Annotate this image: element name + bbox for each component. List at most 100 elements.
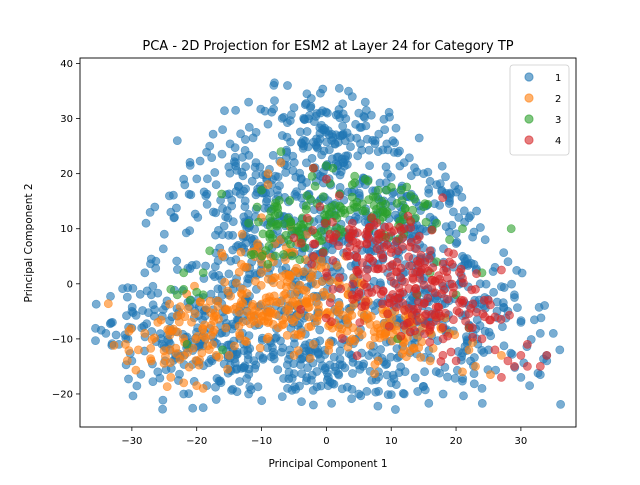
data-point-series-3	[244, 218, 253, 228]
data-point-series-4	[477, 334, 487, 344]
data-point-series-4	[437, 289, 446, 298]
data-point-series-1	[213, 225, 223, 235]
data-point-series-3	[286, 217, 296, 227]
y-tick-label: 30	[60, 114, 73, 125]
data-point-series-2	[205, 296, 215, 306]
data-point-series-4	[458, 273, 467, 283]
data-point-series-4	[496, 265, 506, 275]
data-point-series-1	[312, 134, 321, 144]
data-point-series-1	[302, 89, 312, 99]
data-point-series-4	[456, 264, 466, 274]
data-point-series-1	[288, 166, 298, 175]
data-point-series-4	[358, 258, 367, 268]
data-point-series-1	[555, 345, 565, 355]
data-point-series-4	[412, 235, 422, 245]
data-point-series-1	[232, 349, 242, 359]
data-point-series-4	[296, 238, 306, 248]
data-point-series-1	[352, 133, 362, 143]
data-point-series-3	[347, 192, 357, 202]
data-point-series-1	[370, 139, 380, 149]
legend-label: 2	[555, 94, 561, 105]
data-point-series-4	[408, 268, 418, 278]
data-point-series-1	[382, 370, 392, 380]
y-axis-label: Principal Component 2	[23, 183, 35, 302]
data-point-series-1	[388, 136, 398, 146]
x-tick-label: 0	[323, 436, 329, 447]
data-point-series-1	[336, 167, 346, 176]
data-point-series-1	[210, 168, 220, 177]
data-point-series-1	[224, 189, 234, 199]
data-point-series-2	[290, 330, 300, 339]
data-point-series-1	[341, 114, 351, 123]
data-point-series-2	[237, 229, 247, 239]
data-point-series-4	[352, 351, 362, 361]
data-point-series-2	[229, 304, 238, 314]
data-point-series-3	[257, 185, 266, 195]
data-point-series-1	[269, 350, 279, 360]
data-point-series-3	[281, 230, 291, 240]
data-point-series-1	[469, 369, 479, 378]
data-point-series-4	[431, 316, 441, 325]
data-point-series-3	[302, 191, 312, 201]
data-point-series-4	[321, 268, 331, 278]
data-point-series-2	[376, 326, 385, 335]
data-point-series-2	[357, 330, 367, 339]
data-point-series-1	[211, 180, 221, 190]
data-point-series-4	[296, 305, 306, 314]
data-point-series-4	[321, 174, 331, 184]
data-point-series-1	[338, 99, 348, 109]
data-point-series-4	[389, 278, 399, 288]
data-point-series-1	[347, 92, 357, 101]
data-point-series-1	[477, 398, 487, 408]
data-point-series-1	[322, 375, 332, 385]
data-point-series-1	[289, 103, 299, 112]
data-point-series-1	[237, 167, 247, 177]
legend-marker	[524, 72, 534, 82]
data-point-series-1	[218, 204, 227, 213]
data-point-series-1	[360, 97, 370, 107]
data-point-series-1	[158, 404, 167, 414]
data-point-series-1	[359, 359, 369, 369]
data-point-series-3	[172, 290, 182, 300]
data-point-series-2	[417, 337, 427, 347]
data-point-series-1	[268, 150, 278, 160]
data-point-series-1	[318, 84, 328, 94]
data-point-series-1	[312, 367, 322, 376]
data-point-series-3	[347, 180, 357, 190]
data-point-series-2	[263, 332, 273, 342]
data-point-series-1	[432, 180, 441, 190]
data-point-series-3	[265, 229, 275, 239]
data-point-series-2	[299, 285, 309, 295]
data-point-series-3	[264, 241, 274, 251]
data-point-series-2	[183, 304, 193, 314]
data-point-series-3	[349, 199, 359, 209]
data-point-series-1	[459, 206, 469, 216]
data-point-series-1	[150, 202, 160, 212]
data-point-series-2	[264, 296, 274, 306]
data-point-series-1	[499, 248, 509, 257]
data-point-series-4	[335, 273, 344, 282]
data-point-series-4	[542, 350, 552, 360]
x-tick-label: 30	[515, 436, 528, 447]
data-point-series-1	[201, 191, 211, 201]
data-point-series-3	[324, 209, 334, 219]
data-point-series-4	[391, 267, 401, 277]
data-point-series-1	[325, 360, 335, 370]
data-point-series-3	[432, 218, 441, 228]
data-point-series-2	[486, 370, 495, 379]
data-point-series-1	[244, 389, 253, 399]
data-point-series-3	[265, 213, 275, 223]
data-point-series-4	[362, 265, 372, 275]
data-point-series-1	[244, 150, 254, 160]
data-point-series-1	[322, 137, 331, 147]
data-point-series-1	[393, 148, 403, 158]
data-point-series-1	[185, 226, 195, 235]
data-point-series-1	[242, 374, 252, 383]
data-point-series-3	[458, 224, 467, 234]
data-point-series-1	[267, 107, 277, 117]
data-point-series-1	[272, 185, 282, 195]
points-layer	[91, 78, 565, 414]
data-point-series-3	[307, 171, 317, 181]
data-point-series-4	[308, 251, 318, 261]
data-point-series-1	[365, 161, 374, 170]
